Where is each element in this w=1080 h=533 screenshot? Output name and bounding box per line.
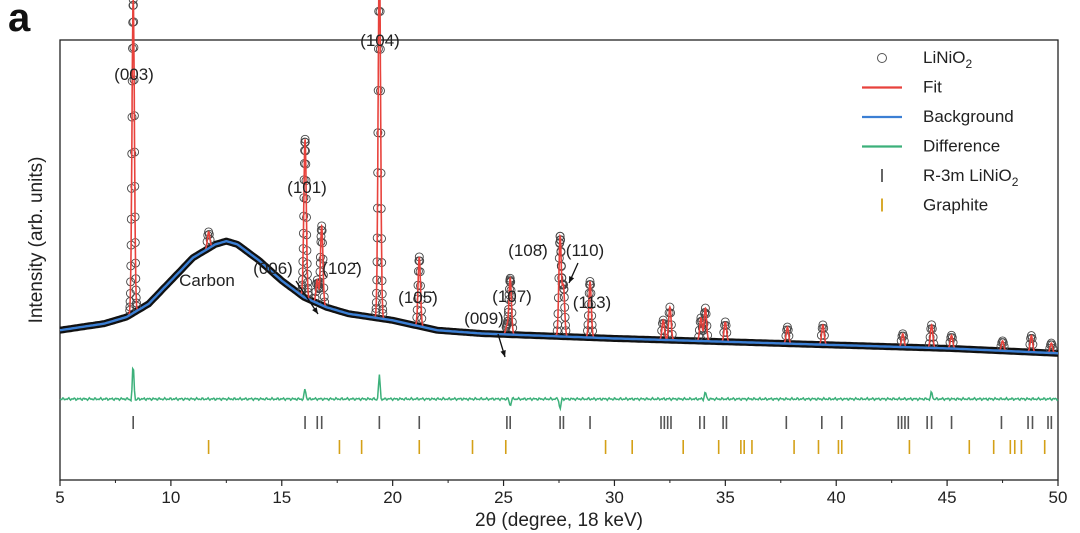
legend-label: R-3m LiNiO2 <box>923 166 1019 189</box>
legend-marker-observed <box>877 53 887 63</box>
legend-label: Background <box>923 107 1014 126</box>
x-tick-label: 35 <box>716 488 735 507</box>
peak-label: (009) <box>464 309 504 328</box>
peak-label: (003) <box>114 65 154 84</box>
peak-arrowhead <box>569 276 575 283</box>
background-line <box>59 239 1059 355</box>
legend-label: LiNiO2 <box>923 48 973 71</box>
panel-label: a <box>8 0 31 40</box>
x-tick-label: 5 <box>55 488 64 507</box>
peak-label: (113) <box>573 293 611 312</box>
legend-label-subscript: 2 <box>966 57 973 71</box>
legend-label-subscript: 2 <box>1012 175 1019 189</box>
difference-series <box>59 366 1059 412</box>
x-tick-label: 25 <box>494 488 513 507</box>
peak-label: (107) <box>492 287 532 306</box>
peak-label: (102̄) <box>322 259 362 278</box>
legend-label-text: Graphite <box>923 196 988 215</box>
legend-label-text: Background <box>923 107 1014 126</box>
x-tick-label: 20 <box>383 488 402 507</box>
legend-label: Difference <box>923 137 1000 156</box>
reflection-ticks <box>132 416 1053 454</box>
peak-label: (108̄) <box>508 241 548 260</box>
y-axis-label: Intensity (arb. units) <box>26 157 47 324</box>
x-tick-label: 10 <box>161 488 180 507</box>
legend-label: Graphite <box>923 196 988 215</box>
peak-label: (110) <box>566 241 604 260</box>
peak-label: (104) <box>360 31 400 50</box>
fit-series <box>59 0 1058 355</box>
peak-arrowhead <box>500 350 506 357</box>
x-tick-label: 30 <box>605 488 624 507</box>
background-series <box>59 239 1059 355</box>
x-tick-label: 40 <box>827 488 846 507</box>
legend-label-text: LiNiO <box>923 48 966 67</box>
x-tick-label: 45 <box>938 488 957 507</box>
difference-line <box>59 366 1059 412</box>
observed-point <box>998 338 1008 348</box>
observed-point <box>720 317 730 327</box>
x-tick-label: 15 <box>272 488 291 507</box>
legend-label-text: Fit <box>923 78 942 97</box>
observed-point <box>658 315 668 325</box>
peak-label: Carbon <box>179 271 235 290</box>
legend-label: Fit <box>923 78 942 97</box>
observed-point <box>1046 338 1056 348</box>
observed-point <box>818 320 828 330</box>
peak-arrowhead <box>312 307 318 314</box>
x-axis-label: 2θ (degree, 18 keV) <box>475 510 643 531</box>
peak-label: (105̄) <box>398 288 438 307</box>
peak-label: (006) <box>253 259 293 278</box>
legend-label-text: R-3m LiNiO <box>923 166 1012 185</box>
peak-label: (101) <box>287 178 327 197</box>
x-tick-label: 50 <box>1049 488 1068 507</box>
x-axis: 5 10 15 20 25 30 35 40 45 50 <box>55 480 1067 507</box>
legend-label-text: Difference <box>923 137 1000 156</box>
fit-line <box>59 0 1058 355</box>
peak-arrow <box>295 280 319 315</box>
peak-labels: (003) Carbon (101) (006) (102̄) (104) (105̄) (0… <box>114 31 611 358</box>
